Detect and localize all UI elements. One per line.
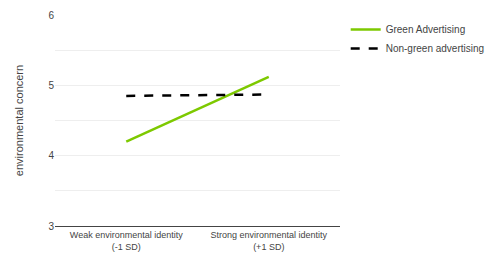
svg-text:3: 3 (48, 221, 54, 232)
svg-text:environmental concern: environmental concern (13, 65, 25, 176)
svg-text:Weak environmental identity(-1: Weak environmental identity(-1 SD) (70, 230, 183, 252)
svg-text:6: 6 (48, 10, 54, 21)
svg-text:Strong environmental identity(: Strong environmental identity(+1 SD) (210, 230, 327, 252)
svg-text:5: 5 (48, 80, 54, 91)
svg-text:Green Advertising: Green Advertising (386, 24, 466, 35)
svg-text:Non-green advertising: Non-green advertising (386, 43, 484, 54)
svg-text:4: 4 (48, 150, 54, 161)
